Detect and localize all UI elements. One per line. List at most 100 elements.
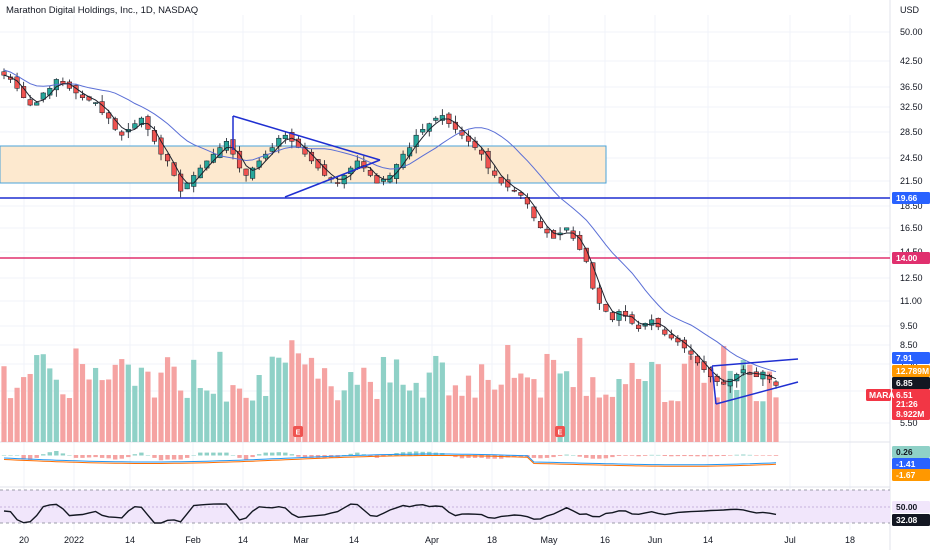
- time-axis[interactable]: 20 2022 14 Feb 14 Mar 14 Apr 18 May 16 Jun 14 Jul 18: [19, 535, 855, 545]
- price-tag: 21:26: [892, 398, 930, 410]
- volume-bar: [407, 390, 413, 442]
- time-tick-label: 20: [19, 535, 29, 545]
- chart-title: Marathon Digital Holdings, Inc., 1D, NAS…: [6, 5, 198, 16]
- wedge-upper-trendline[interactable]: [711, 358, 799, 367]
- macd-histogram-bar: [132, 454, 138, 456]
- macd-histogram-bar: [256, 454, 262, 456]
- volume-bar: [570, 387, 576, 442]
- candle-body: [204, 160, 210, 169]
- candle-body: [636, 324, 642, 329]
- volume-bar: [505, 344, 511, 442]
- price-tick-label: 12.50: [900, 273, 923, 283]
- candle-body: [609, 312, 615, 321]
- volume-bar: [112, 364, 118, 442]
- candle-body: [603, 304, 609, 312]
- time-tick-label: 14: [238, 535, 248, 545]
- volume-bar: [341, 390, 347, 442]
- macd-histogram-bar: [8, 455, 13, 456]
- wedge-lower-trendline[interactable]: [715, 381, 799, 405]
- volume-bar: [34, 355, 40, 442]
- time-tick-label: Jul: [784, 535, 796, 545]
- candle-body: [27, 99, 33, 106]
- macd-histogram-bar: [623, 455, 628, 456]
- volume-bar: [577, 337, 583, 442]
- time-tick-label: 16: [600, 535, 610, 545]
- volume-bar: [773, 397, 779, 442]
- moving-average-short: [3, 74, 777, 383]
- volume-bar: [603, 394, 609, 442]
- price-tick-label: 36.50: [900, 82, 923, 92]
- volume-bar: [609, 396, 616, 442]
- volume-bar: [498, 384, 504, 442]
- macd-histogram-bar: [531, 455, 537, 458]
- macd-tag: 0.26: [892, 446, 930, 458]
- time-tick-label: Mar: [293, 535, 309, 545]
- macd-histogram-bar: [675, 455, 681, 457]
- macd-pane[interactable]: [1, 451, 779, 467]
- symbol-tag-text: MARA: [869, 390, 895, 400]
- currency-label: USD: [900, 5, 920, 15]
- volume-bar: [380, 356, 387, 442]
- macd-histogram-bar: [34, 455, 39, 458]
- macd-histogram-bar: [41, 454, 46, 456]
- volume-bar: [315, 378, 321, 442]
- volume-bar: [524, 377, 530, 442]
- macd-histogram-bar: [701, 455, 707, 457]
- macd-histogram-bar: [355, 452, 360, 456]
- volume-bar: [649, 361, 655, 442]
- macd-tag-text: -1.67: [896, 470, 916, 480]
- candle-body: [158, 137, 164, 155]
- candle-body: [269, 147, 275, 152]
- volume-bar: [7, 398, 14, 442]
- earnings-marker[interactable]: E: [555, 426, 565, 437]
- volume-bar: [583, 395, 589, 442]
- price-tick-label: 24.50: [900, 153, 923, 163]
- price-tick-label: 28.50: [900, 127, 923, 137]
- volume-bar: [27, 373, 33, 442]
- macd-histogram-bar: [570, 455, 576, 456]
- macd-histogram-bar: [368, 455, 373, 457]
- volume-bar: [478, 364, 485, 442]
- volume-bar: [446, 395, 452, 442]
- macd-histogram-bar: [728, 455, 733, 456]
- macd-histogram-bar: [21, 455, 26, 460]
- macd-histogram-bar: [649, 454, 654, 456]
- macd-histogram-bar: [113, 455, 118, 460]
- triangle-lower-trendline[interactable]: [284, 159, 381, 198]
- price-tick-label: 50.00: [900, 27, 923, 37]
- candle-body: [537, 221, 544, 229]
- candle-body: [393, 164, 400, 179]
- candle-body: [171, 162, 177, 176]
- volume-bar: [655, 364, 661, 442]
- macd-histogram-bar: [276, 452, 281, 456]
- price-tag-text: 6.85: [896, 378, 913, 388]
- volume-bar: [413, 382, 419, 442]
- macd-histogram-bar: [590, 455, 596, 459]
- price-tag: 7.91: [892, 352, 930, 364]
- macd-histogram-bar: [747, 454, 753, 456]
- triangle-upper-trendline[interactable]: [232, 115, 381, 161]
- macd-histogram-bar: [302, 455, 308, 458]
- macd-histogram-bar: [93, 455, 98, 458]
- macd-histogram-bar: [544, 455, 550, 458]
- candle-body: [727, 378, 733, 387]
- macd-histogram-bar: [165, 455, 170, 460]
- macd-histogram-bar: [629, 455, 635, 456]
- wedge-base[interactable]: [711, 365, 717, 405]
- volume-bar: [243, 397, 249, 442]
- macd-histogram-bar: [636, 455, 641, 457]
- wedge-pattern[interactable]: [711, 358, 799, 405]
- triangle-pattern[interactable]: [232, 115, 381, 198]
- volume-bar: [40, 354, 46, 442]
- candle-body: [93, 102, 99, 104]
- candle-body: [721, 381, 727, 385]
- volume-bar: [492, 389, 498, 442]
- earnings-marker[interactable]: E: [293, 426, 303, 437]
- volume-bar: [550, 359, 557, 442]
- macd-histogram-bar: [270, 452, 275, 456]
- volume-bar: [99, 380, 105, 442]
- volume-bar: [151, 397, 158, 442]
- candle-body: [472, 140, 478, 148]
- macd-histogram-bar: [309, 455, 314, 458]
